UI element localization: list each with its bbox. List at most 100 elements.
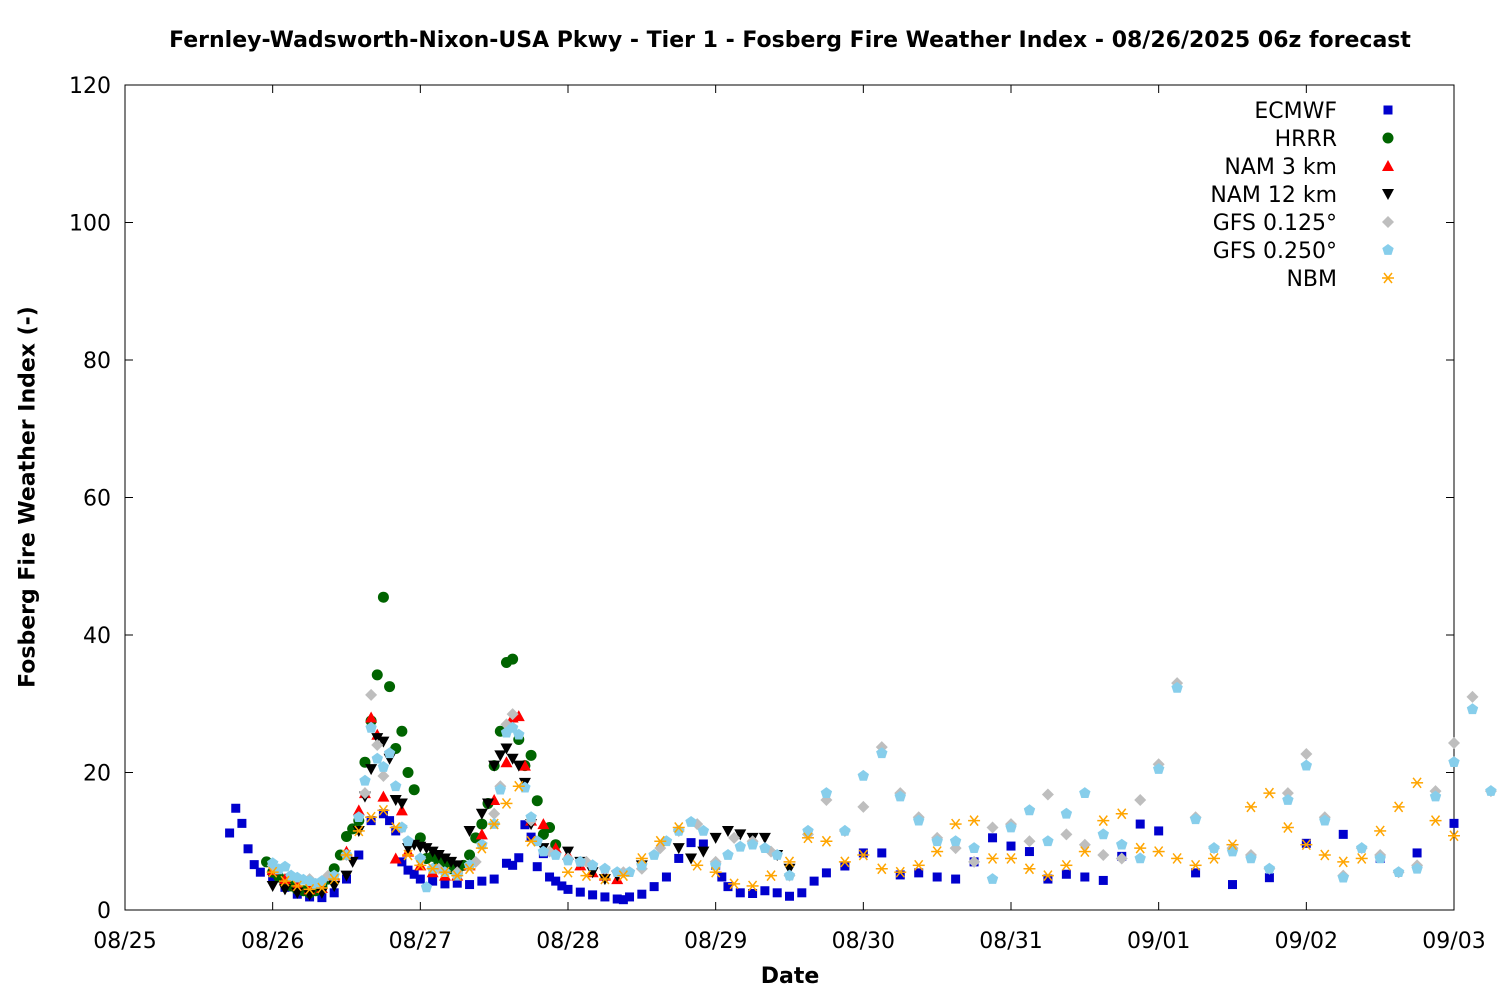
data-point bbox=[1097, 849, 1110, 861]
data-point bbox=[1115, 852, 1128, 865]
data-point bbox=[1429, 815, 1442, 827]
data-point bbox=[365, 721, 377, 733]
data-point bbox=[465, 880, 475, 890]
data-point bbox=[488, 760, 501, 772]
data-point bbox=[783, 856, 796, 868]
data-point bbox=[1245, 852, 1257, 864]
data-point bbox=[649, 882, 659, 892]
legend-label: GFS 0.125° bbox=[1213, 211, 1337, 236]
data-point bbox=[1449, 818, 1459, 828]
data-point bbox=[1208, 842, 1220, 853]
data-point bbox=[575, 887, 585, 897]
data-point bbox=[697, 824, 710, 836]
data-point bbox=[1374, 825, 1387, 837]
data-point bbox=[557, 881, 567, 891]
data-point bbox=[402, 767, 414, 778]
data-point bbox=[654, 835, 667, 847]
data-point bbox=[340, 849, 353, 861]
data-point bbox=[464, 849, 476, 861]
data-point bbox=[1097, 828, 1109, 840]
legend-label: GFS 0.250° bbox=[1213, 239, 1337, 264]
data-point bbox=[1078, 846, 1091, 858]
y-axis-label: Fosberg Fire Weather Index (-) bbox=[15, 306, 41, 688]
data-point bbox=[1061, 869, 1071, 879]
data-point bbox=[717, 872, 727, 882]
data-point bbox=[612, 894, 622, 904]
data-point bbox=[500, 743, 513, 755]
data-point bbox=[722, 849, 734, 860]
y-tick-label: 60 bbox=[83, 487, 111, 512]
data-point bbox=[1041, 788, 1054, 801]
data-point bbox=[249, 860, 259, 870]
data-point bbox=[765, 870, 778, 882]
data-point bbox=[1080, 872, 1090, 882]
data-point bbox=[426, 863, 439, 875]
data-point bbox=[328, 863, 340, 875]
data-point bbox=[672, 822, 685, 833]
data-point bbox=[545, 872, 555, 882]
x-tick-label: 08/30 bbox=[832, 929, 895, 954]
data-point bbox=[618, 895, 628, 905]
data-point bbox=[648, 849, 660, 860]
data-point bbox=[721, 825, 734, 837]
data-point bbox=[397, 857, 407, 867]
data-point bbox=[875, 863, 888, 875]
data-point bbox=[390, 780, 402, 792]
data-point bbox=[420, 881, 433, 893]
data-point bbox=[821, 868, 831, 878]
data-point bbox=[266, 866, 279, 878]
legend-label: NBM bbox=[1286, 267, 1337, 292]
data-point bbox=[1338, 829, 1348, 839]
data-point bbox=[507, 653, 519, 665]
data-point bbox=[931, 846, 944, 858]
data-point bbox=[377, 790, 390, 802]
data-point bbox=[857, 769, 869, 781]
data-point bbox=[746, 838, 759, 850]
data-point bbox=[674, 853, 684, 863]
data-point bbox=[463, 825, 476, 837]
data-point bbox=[440, 879, 450, 889]
data-point bbox=[635, 852, 648, 864]
x-tick-label: 08/25 bbox=[93, 929, 156, 954]
legend-marker bbox=[1382, 272, 1394, 284]
data-point bbox=[402, 835, 414, 847]
data-point bbox=[328, 869, 340, 881]
data-point bbox=[1448, 736, 1460, 749]
data-point bbox=[395, 798, 408, 810]
data-point bbox=[378, 809, 388, 819]
data-point bbox=[797, 888, 807, 898]
data-point bbox=[377, 761, 390, 772]
data-point bbox=[723, 882, 733, 892]
data-point bbox=[1466, 703, 1479, 715]
legend-marker bbox=[1382, 132, 1394, 144]
data-point bbox=[377, 736, 390, 748]
data-point bbox=[395, 804, 408, 816]
data-point bbox=[279, 860, 291, 872]
data-point bbox=[475, 828, 488, 840]
data-point bbox=[488, 818, 501, 830]
data-point bbox=[266, 880, 279, 892]
data-point bbox=[1023, 835, 1036, 848]
data-point bbox=[525, 835, 538, 847]
data-point bbox=[772, 888, 782, 898]
y-axis: 0 20 40 60 80 100 120 bbox=[69, 74, 1454, 924]
data-point bbox=[463, 863, 476, 875]
data-point bbox=[512, 780, 525, 792]
data-point bbox=[514, 853, 524, 863]
data-point bbox=[1282, 794, 1294, 805]
data-point bbox=[598, 873, 611, 885]
data-point bbox=[1098, 875, 1108, 885]
data-point bbox=[354, 850, 364, 860]
data-point bbox=[1060, 859, 1073, 871]
data-point bbox=[1337, 871, 1349, 883]
data-point bbox=[1097, 815, 1110, 827]
data-point bbox=[532, 862, 542, 872]
data-point bbox=[1042, 835, 1054, 847]
data-point bbox=[1485, 785, 1497, 796]
data-point bbox=[617, 870, 630, 882]
data-point bbox=[1153, 763, 1165, 774]
data-point bbox=[1337, 856, 1350, 868]
data-point bbox=[1411, 777, 1424, 789]
x-tick-label: 08/28 bbox=[536, 929, 599, 954]
